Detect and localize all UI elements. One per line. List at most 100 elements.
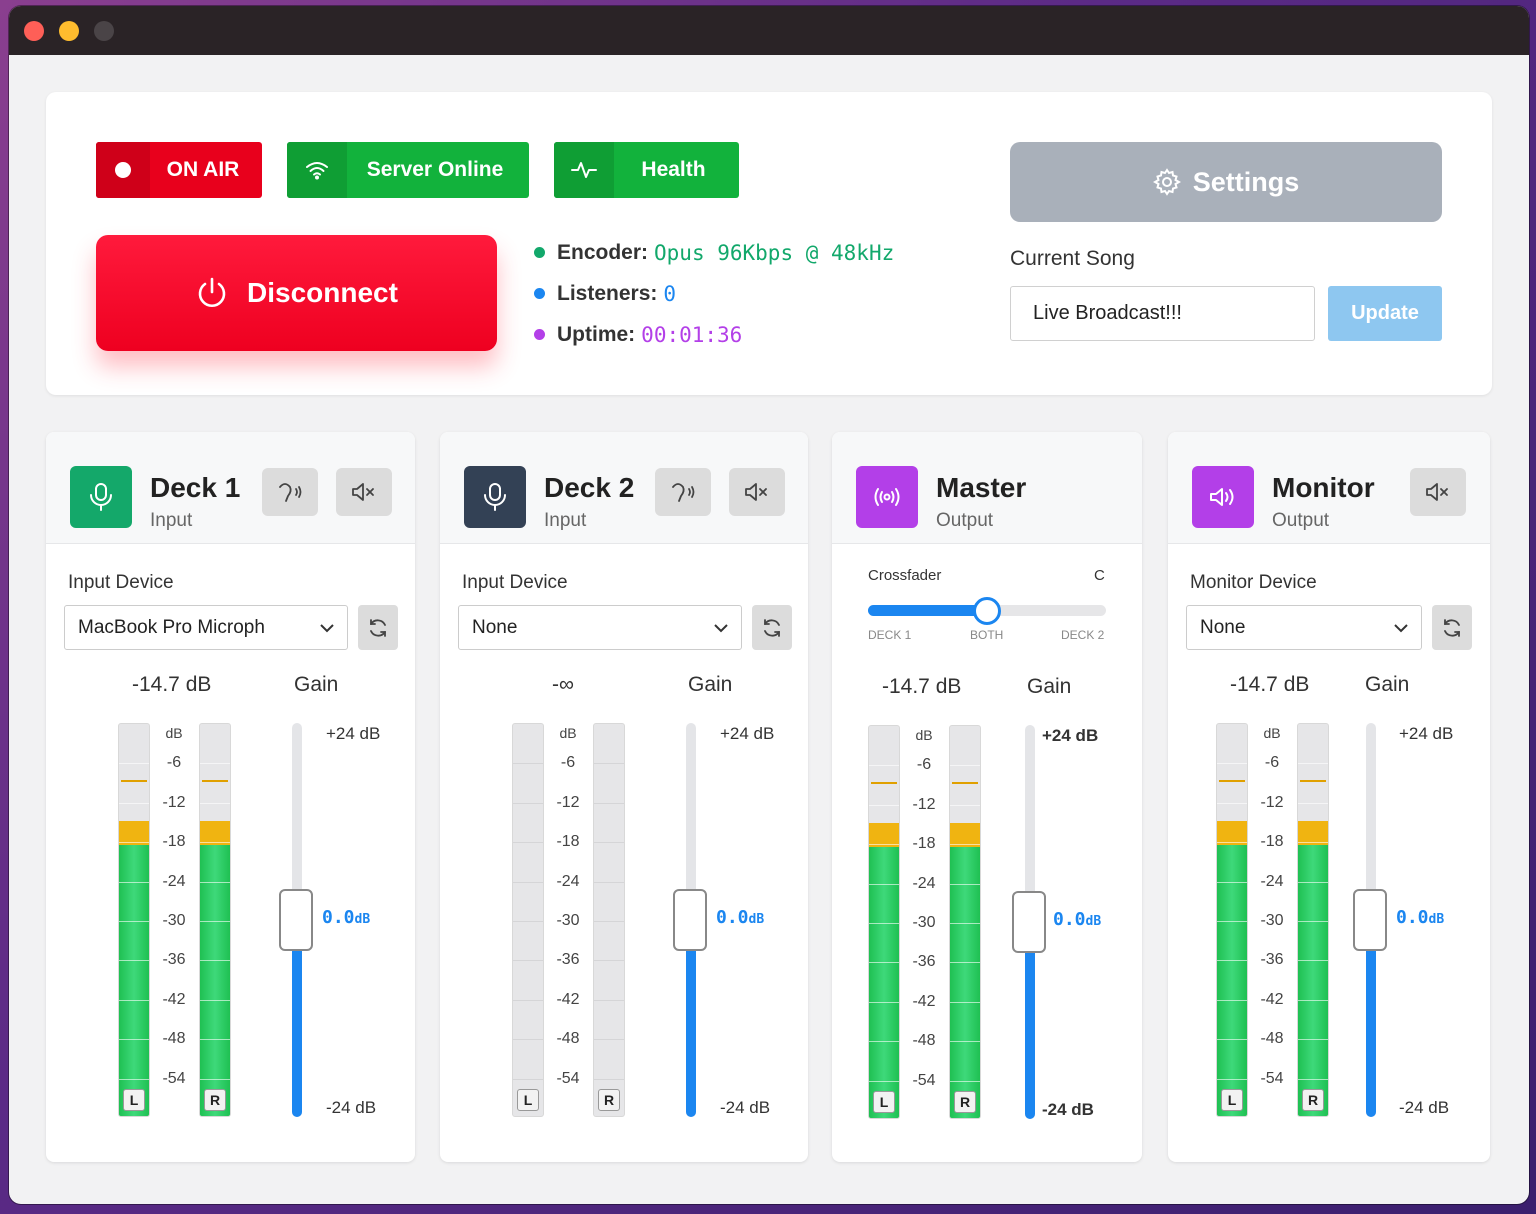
meter-gridline — [950, 1001, 980, 1003]
meter-gridline — [200, 921, 230, 922]
deck1-device-value: MacBook Pro Microph — [78, 616, 265, 638]
meter-scale-tick: -6 — [560, 754, 576, 772]
settings-button[interactable]: Settings — [1010, 142, 1442, 222]
meter-scale-tick: -36 — [1260, 951, 1284, 969]
gain-min-label: -24 dB — [1399, 1098, 1450, 1117]
deck2-device-select[interactable]: None — [458, 605, 742, 650]
channel-left-label: L — [517, 1089, 539, 1111]
meter-scale-tick: -6 — [166, 754, 182, 772]
monitor-level-readout: -14.7 dB — [1230, 673, 1310, 696]
deck1-device-select[interactable]: MacBook Pro Microph — [64, 605, 348, 650]
meter-scale-tick: -42 — [1260, 990, 1284, 1008]
meter-gridline — [1298, 999, 1328, 1001]
minimize-window-button[interactable] — [59, 21, 79, 41]
gain-max-label: +24 dB — [326, 724, 381, 743]
meter-yellow-fill — [1217, 820, 1247, 846]
channel-right-label: R — [598, 1089, 620, 1111]
meter-scale: dB -6 -12 -18 -24 -30 -36 -42 -48 -54 — [548, 723, 588, 1117]
meter-scale-tick: -12 — [912, 795, 936, 813]
gain-fader-handle[interactable] — [279, 889, 313, 951]
meter-yellow-fill — [869, 822, 899, 848]
meter-peak-marker — [202, 779, 228, 782]
meter-scale-tick: -54 — [912, 1071, 936, 1089]
app-window: ON AIR Server Online Health Disconnect — [9, 6, 1529, 1204]
meter-gridline — [200, 802, 230, 804]
meter-scale-tick: -42 — [162, 990, 186, 1008]
meter-scale-tick: -42 — [556, 990, 580, 1008]
speaker-mute-icon — [745, 483, 767, 501]
disconnect-label: Disconnect — [247, 277, 398, 308]
meter-gridline — [869, 1001, 899, 1003]
crossfader-slider[interactable] — [868, 597, 1106, 625]
gain-value-readout: 0.0dB — [716, 907, 765, 928]
power-icon — [198, 277, 226, 307]
refresh-icon — [764, 618, 780, 637]
broadcast-icon — [856, 466, 918, 528]
deck2-device-value: None — [472, 616, 518, 638]
deck1-mute-button[interactable] — [336, 468, 392, 516]
meter-gridline — [869, 1080, 899, 1082]
health-button[interactable]: Health — [554, 142, 739, 198]
meter-gridline — [200, 881, 230, 883]
meter-gridline — [869, 883, 899, 885]
deck1-device-label: Input Device — [68, 572, 174, 593]
meter-scale-tick: -42 — [912, 992, 936, 1010]
meter-gridline — [200, 999, 230, 1001]
listeners-dot — [534, 288, 545, 299]
crossfader-handle[interactable] — [973, 597, 1001, 625]
channel-right-label: R — [204, 1089, 226, 1111]
meter-scale-tick: -48 — [912, 1032, 936, 1050]
update-song-button[interactable]: Update — [1328, 286, 1442, 341]
meter-gridline — [119, 881, 149, 883]
gain-fader-handle[interactable] — [1012, 891, 1046, 953]
meter-gridline — [513, 921, 543, 922]
deck2-mute-button[interactable] — [729, 468, 785, 516]
gain-fader[interactable] — [1353, 723, 1387, 1117]
gain-min-label: -24 dB — [1042, 1100, 1094, 1119]
meter-scale-tick: -36 — [912, 953, 936, 971]
gain-fader-handle[interactable] — [673, 889, 707, 951]
meter-gridline — [200, 1039, 230, 1041]
meter-scale-tick: -12 — [1260, 793, 1284, 811]
close-window-button[interactable] — [24, 21, 44, 41]
meter-scale-tick: dB — [915, 727, 933, 743]
zoom-window-button[interactable] — [94, 21, 114, 41]
gain-min-label: -24 dB — [326, 1098, 377, 1117]
channel-right-label: R — [1302, 1089, 1324, 1111]
meter-scale-tick: -48 — [556, 1030, 580, 1048]
level-meter-left: L — [1216, 723, 1248, 1117]
meter-gridline — [1217, 1039, 1247, 1041]
monitor-device-select[interactable]: None — [1186, 605, 1422, 650]
meter-gridline — [1217, 881, 1247, 883]
crossfader-both-label: BOTH — [970, 628, 1004, 642]
monitor-mute-button[interactable] — [1410, 468, 1466, 516]
meter-gridline — [1217, 802, 1247, 804]
headphones-cue-icon — [672, 483, 695, 502]
deck2-level-readout: -∞ — [552, 673, 574, 696]
meter-scale-tick: -24 — [1260, 872, 1284, 890]
meter-scale: dB -6 -12 -18 -24 -30 -36 -42 -48 -54 — [154, 723, 194, 1117]
chevron-down-icon — [1394, 624, 1408, 633]
gain-fader-handle[interactable] — [1353, 889, 1387, 951]
listeners-stat: Listeners: 0 — [534, 273, 894, 314]
current-song-input[interactable]: Live Broadcast!!! — [1010, 286, 1315, 341]
meter-gridline — [950, 765, 980, 767]
gain-fader[interactable] — [1012, 725, 1046, 1119]
meter-peak-marker — [1219, 779, 1245, 782]
meter-scale-tick: -54 — [1260, 1069, 1284, 1087]
master-level-readout: -14.7 dB — [882, 675, 962, 698]
deck1-panel: Deck 1 Input Input Device MacBook Pro Mi… — [46, 432, 415, 1162]
level-meter-left: L — [512, 723, 544, 1117]
deck1-cue-button[interactable] — [262, 468, 318, 516]
deck2-refresh-button[interactable] — [752, 605, 792, 650]
gain-fader[interactable] — [673, 723, 707, 1117]
gain-fader[interactable] — [279, 723, 313, 1117]
disconnect-button[interactable]: Disconnect — [96, 235, 497, 351]
deck2-cue-button[interactable] — [655, 468, 711, 516]
meter-gridline — [200, 960, 230, 962]
monitor-refresh-button[interactable] — [1432, 605, 1472, 650]
master-gain-label: Gain — [1027, 675, 1072, 698]
speaker-icon — [1192, 466, 1254, 528]
server-status-label: Server Online — [366, 158, 504, 181]
deck1-refresh-button[interactable] — [358, 605, 398, 650]
